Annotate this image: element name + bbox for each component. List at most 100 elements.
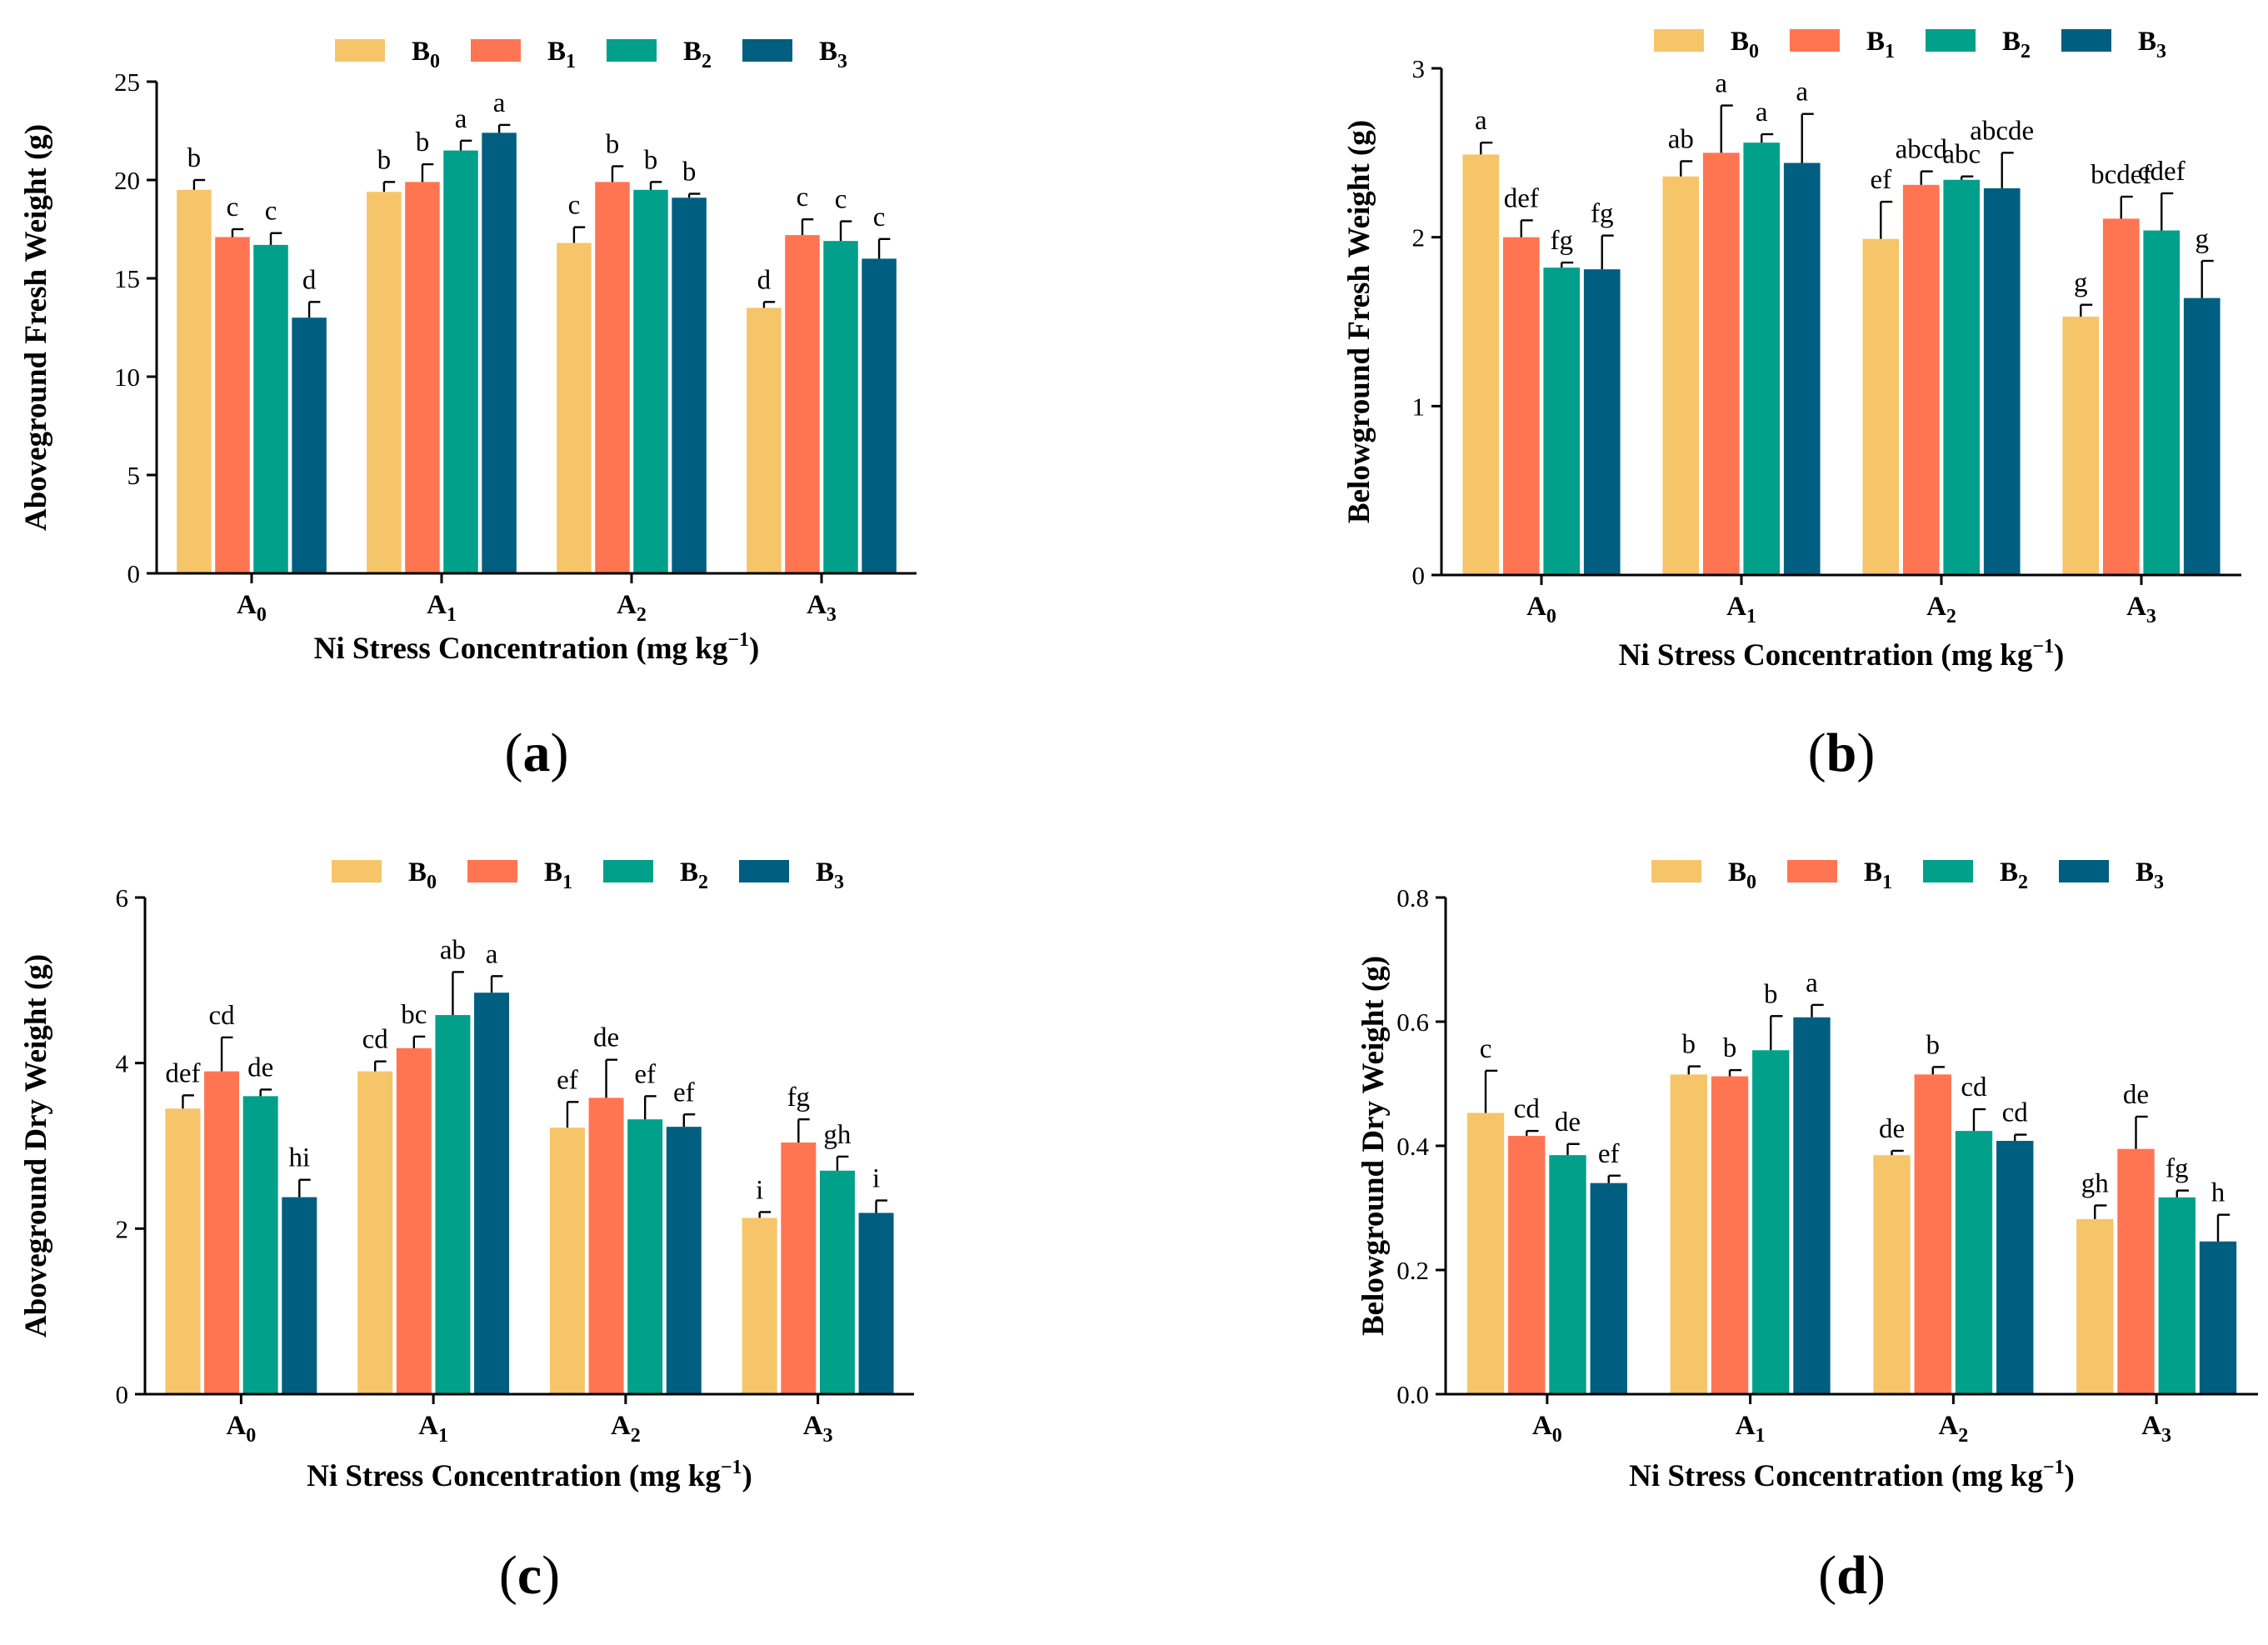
y-tick-label: 5 xyxy=(127,461,141,490)
bar-b1-a1 xyxy=(396,1048,432,1394)
bar-b0-a1 xyxy=(357,1071,393,1394)
significance-letter: fg xyxy=(1550,226,1573,256)
x-axis-title: Ni Stress Concentration (mg kg−1) xyxy=(314,629,760,666)
x-tick-label: A2 xyxy=(1938,1411,1968,1447)
significance-letter: abc xyxy=(1942,140,1981,170)
bar-b2-a1 xyxy=(443,150,478,573)
bar-b2-a1 xyxy=(435,1015,471,1394)
significance-letter: cd xyxy=(1514,1094,1541,1124)
significance-letter: a xyxy=(1796,78,1808,108)
significance-letter: c xyxy=(835,185,847,215)
significance-letter: ab xyxy=(1668,124,1694,154)
y-tick-label: 25 xyxy=(114,68,140,97)
bar-b2-a0 xyxy=(253,244,288,573)
significance-letter: c xyxy=(568,191,581,221)
x-tick-label: A0 xyxy=(1526,592,1556,628)
significance-letter: gh xyxy=(2081,1169,2110,1199)
significance-letter: fg xyxy=(787,1082,811,1112)
significance-letter: g xyxy=(2074,268,2088,298)
bar-b1-a3 xyxy=(785,235,820,573)
significance-letter: b xyxy=(416,128,430,158)
bar-b2-a2 xyxy=(1955,1131,1993,1394)
y-axis-title: Belowground Fresh Weight (g) xyxy=(1342,120,1376,523)
legend-label-b2: B2 xyxy=(683,37,712,72)
significance-letter: def xyxy=(1504,183,1539,213)
bar-b3-a2 xyxy=(672,198,707,574)
x-tick-label: A0 xyxy=(226,1411,256,1447)
x-tick-label: A3 xyxy=(803,1411,833,1447)
legend-label-b3: B3 xyxy=(816,858,844,893)
x-axis-title: Ni Stress Concentration (mg kg−1) xyxy=(1619,636,2065,672)
legend-label-b1: B1 xyxy=(1866,27,1895,62)
bar-b3-a3 xyxy=(2199,1241,2237,1394)
bar-b2-a2 xyxy=(1943,179,1981,575)
significance-letter: b xyxy=(1764,979,1778,1009)
bar-b3-a0 xyxy=(292,318,327,573)
significance-letter: de xyxy=(1879,1114,1905,1144)
panel-label: (a) xyxy=(505,722,569,783)
y-tick-label: 15 xyxy=(114,264,140,293)
y-tick-label: 0 xyxy=(1412,561,1426,590)
bar-b1-a3 xyxy=(2117,1148,2155,1394)
x-tick-label: A2 xyxy=(1926,592,1956,628)
significance-letter: de xyxy=(2123,1080,2149,1110)
significance-letter: ab xyxy=(440,935,466,965)
y-tick-label: 0.2 xyxy=(1396,1256,1429,1285)
bar-b2-a3 xyxy=(2143,230,2181,575)
legend-label-b0: B0 xyxy=(1731,27,1759,62)
bar-b0-a2 xyxy=(549,1128,585,1394)
x-tick-label: A3 xyxy=(2126,592,2156,628)
bar-b3-a2 xyxy=(666,1127,702,1394)
bar-b1-a0 xyxy=(1502,237,1540,575)
bar-b2-a0 xyxy=(242,1096,278,1394)
x-tick-label: A0 xyxy=(1532,1411,1562,1447)
legend-swatch-b3 xyxy=(2061,29,2111,52)
y-tick-label: 6 xyxy=(116,883,129,912)
y-tick-label: 1 xyxy=(1412,392,1426,421)
significance-letter: de xyxy=(1555,1108,1581,1138)
bar-b0-a0 xyxy=(177,189,212,574)
legend-swatch-b0 xyxy=(332,860,382,882)
y-axis-title: Aboveground Fresh Weight (g) xyxy=(19,124,53,531)
significance-letter: ef xyxy=(557,1065,578,1095)
y-tick-label: 2 xyxy=(1412,223,1426,252)
significance-letter: b xyxy=(377,145,392,175)
significance-letter: a xyxy=(486,939,498,969)
y-tick-label: 10 xyxy=(114,362,140,392)
chart-panel-2: B0 B1 B2 B30123adeffgfgA0abaaaA1efabcdabcab… xyxy=(1342,27,2241,783)
significance-letter: ef xyxy=(634,1059,656,1089)
bar-b3-a1 xyxy=(1793,1017,1831,1394)
significance-letter: a xyxy=(1475,106,1487,136)
legend-swatch-b1 xyxy=(1787,860,1837,882)
significance-letter: def xyxy=(165,1058,200,1088)
bar-b0-a0 xyxy=(165,1108,201,1394)
x-axis-title: Ni Stress Concentration (mg kg−1) xyxy=(307,1457,752,1493)
bar-b3-a1 xyxy=(1783,162,1821,575)
significance-letter: i xyxy=(872,1164,880,1194)
x-tick-label: A3 xyxy=(2141,1411,2171,1447)
bar-b3-a1 xyxy=(482,132,517,574)
legend-label-b3: B3 xyxy=(2138,27,2166,62)
bar-b2-a1 xyxy=(1752,1050,1790,1394)
significance-letter: b xyxy=(1723,1033,1737,1063)
y-tick-label: 2 xyxy=(116,1214,129,1243)
legend-swatch-b2 xyxy=(603,860,653,882)
bar-b1-a0 xyxy=(1508,1136,1546,1394)
legend-swatch-b1 xyxy=(471,39,521,62)
legend-swatch-b2 xyxy=(1926,29,1976,52)
significance-letter: bcdef xyxy=(2091,160,2151,190)
significance-letter: c xyxy=(873,202,886,232)
y-tick-label: 0.0 xyxy=(1396,1380,1429,1409)
bar-b0-a2 xyxy=(1862,238,1900,575)
bar-b0-a3 xyxy=(2062,316,2100,575)
significance-letter: d xyxy=(302,265,317,295)
significance-letter: b xyxy=(606,129,620,159)
significance-letter: h xyxy=(2211,1178,2226,1208)
bar-b3-a3 xyxy=(2183,298,2221,575)
legend-label-b0: B0 xyxy=(408,858,437,893)
y-tick-label: 0.6 xyxy=(1396,1008,1429,1037)
significance-letter: cd xyxy=(208,1001,235,1031)
significance-letter: b xyxy=(1926,1030,1941,1060)
